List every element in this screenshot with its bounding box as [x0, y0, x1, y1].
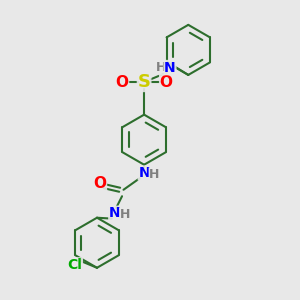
Text: N: N	[138, 166, 150, 180]
Text: H: H	[120, 208, 130, 221]
Text: O: O	[93, 176, 106, 191]
Text: H: H	[149, 168, 160, 181]
Text: N: N	[164, 61, 176, 75]
Text: H: H	[156, 61, 166, 74]
Text: O: O	[116, 75, 128, 90]
Text: N: N	[109, 206, 121, 220]
Text: O: O	[160, 75, 173, 90]
Text: S: S	[138, 73, 151, 91]
Text: Cl: Cl	[68, 258, 82, 272]
